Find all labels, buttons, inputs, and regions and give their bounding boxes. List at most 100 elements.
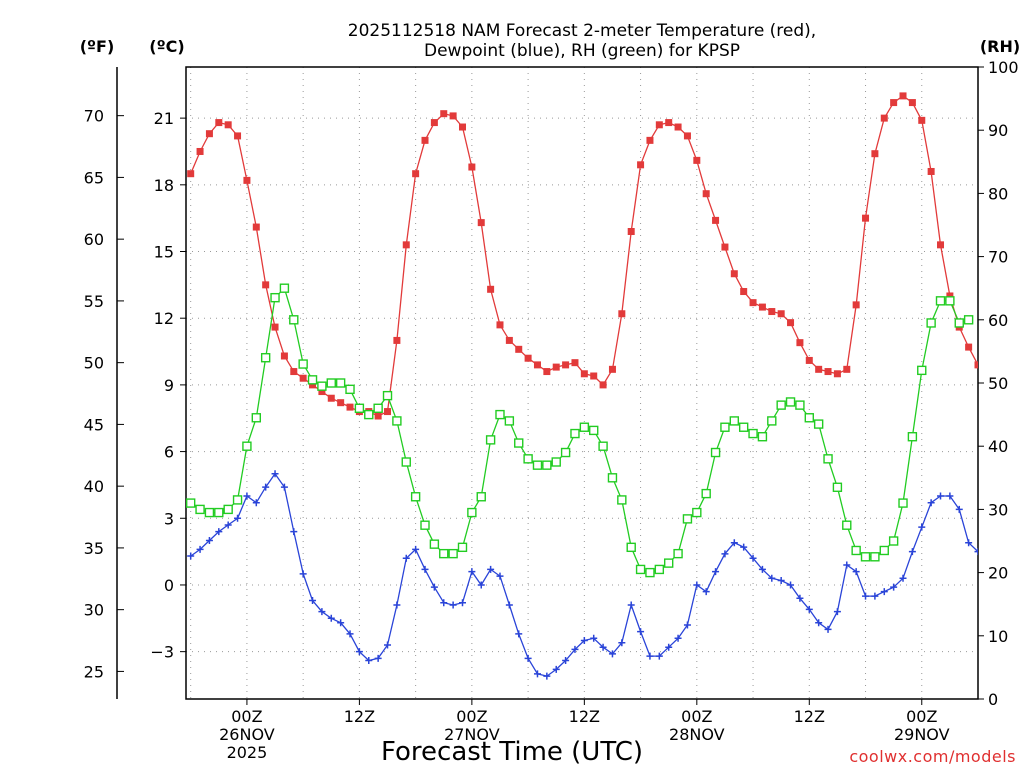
temperature-point [683,132,691,140]
temperature-point [665,119,673,127]
rh-point [476,492,486,502]
chart-title-line-2: Dewpoint (blue), RH (green) for KPSP [424,41,740,61]
dewpoint-point [487,565,495,573]
temperature-point [965,343,973,351]
temperature-line [190,95,978,417]
rh-point [813,419,824,429]
rh-point [851,545,861,556]
celsius-tick-label: 6 [164,443,174,462]
rh-point [720,422,730,432]
temperature-point [702,190,710,198]
dewpoint-point [543,672,551,680]
celsius-tick-label: 18 [154,176,174,195]
dewpoint-point [908,548,916,556]
temperature-point [796,339,804,347]
dewpoint-point [215,528,223,536]
rh-point [542,460,552,470]
rh-point [335,378,346,388]
temperature-point [927,167,935,175]
dewpoint-point [299,570,307,578]
temperature-point [271,323,279,331]
dewpoint-point [758,565,766,573]
temperature-point [946,292,954,300]
rh-point [551,457,561,467]
time-tick-label: 28NOV [669,725,725,744]
grid-lines [186,67,978,699]
dewpoint-point [880,588,888,596]
dewpoint-point [627,601,635,609]
dewpoint-point [196,545,204,553]
dewpoint-point [355,648,363,656]
rh-point [710,447,721,458]
dewpoint-point [740,543,748,551]
dewpoint-point [449,601,457,609]
rh-point [260,353,271,363]
dewpoint-point [205,537,213,544]
temperature-point [908,99,916,107]
dewpoint-point [402,554,410,562]
rh-tick-label: 90 [988,121,1008,140]
dewpoint-point [833,608,841,616]
rh-point [795,400,805,410]
rh-point [635,564,646,575]
dewpoint-point [852,568,860,576]
temperature-point [477,219,485,227]
temperature-point [899,92,907,100]
dewpoint-point [937,492,945,500]
temperature-point [590,372,598,380]
temperature-point [458,123,466,131]
rh-point [823,454,833,464]
celsius-tick-label: 0 [164,576,174,595]
temperature-point [627,228,635,236]
rh-point [748,428,758,439]
rh-point [354,403,365,413]
dewpoint-point [374,654,382,662]
temperature-point [730,270,738,278]
rh-point [945,296,955,306]
rh-point [195,504,205,515]
rh-point [935,296,946,306]
rh-point [832,482,843,492]
rh-point [279,283,290,293]
temperature-point [693,156,701,164]
time-tick-label: 00Z [231,707,262,726]
dewpoint-point [796,594,804,602]
fahrenheit-tick-label: 25 [84,662,104,681]
dewpoint-point [533,670,541,678]
rh-tick-label: 10 [988,627,1008,646]
temperature-point [337,399,345,407]
dewpoint-point [965,539,973,547]
dewpoint-point [674,634,682,642]
temperature-point [852,301,860,309]
temperature-point [552,363,560,371]
rh-point [917,365,927,376]
rh-point [514,438,524,448]
temperature-point [205,130,213,138]
credit-text: coolwx.com/models [849,747,1016,766]
dewpoint-point [505,601,513,609]
dewpoint-point [646,652,654,660]
dewpoint-point [590,634,598,642]
temperature-point [608,365,616,373]
rh-tick-label: 80 [988,184,1008,203]
fahrenheit-tick-label: 45 [84,415,104,434]
temperature-point [580,370,588,378]
rh-point [289,315,299,325]
temperature-point [384,408,392,416]
rh-point [579,422,590,432]
dewpoint-point [890,583,898,591]
dewpoint-point [515,630,523,638]
rh-tick-label: 60 [988,311,1008,330]
temperature-point [224,121,232,129]
rh-tick-label: 20 [988,564,1008,583]
temperature-point [599,381,607,389]
dewpoint-point [946,492,954,500]
temperature-point [243,176,251,184]
dewpoint-point [824,625,832,633]
temperature-point [918,116,926,124]
temperature-point [496,321,504,329]
rh-point [560,447,571,458]
rh-point [467,507,477,518]
temperature-point [618,310,626,318]
temperature-point [862,214,870,222]
